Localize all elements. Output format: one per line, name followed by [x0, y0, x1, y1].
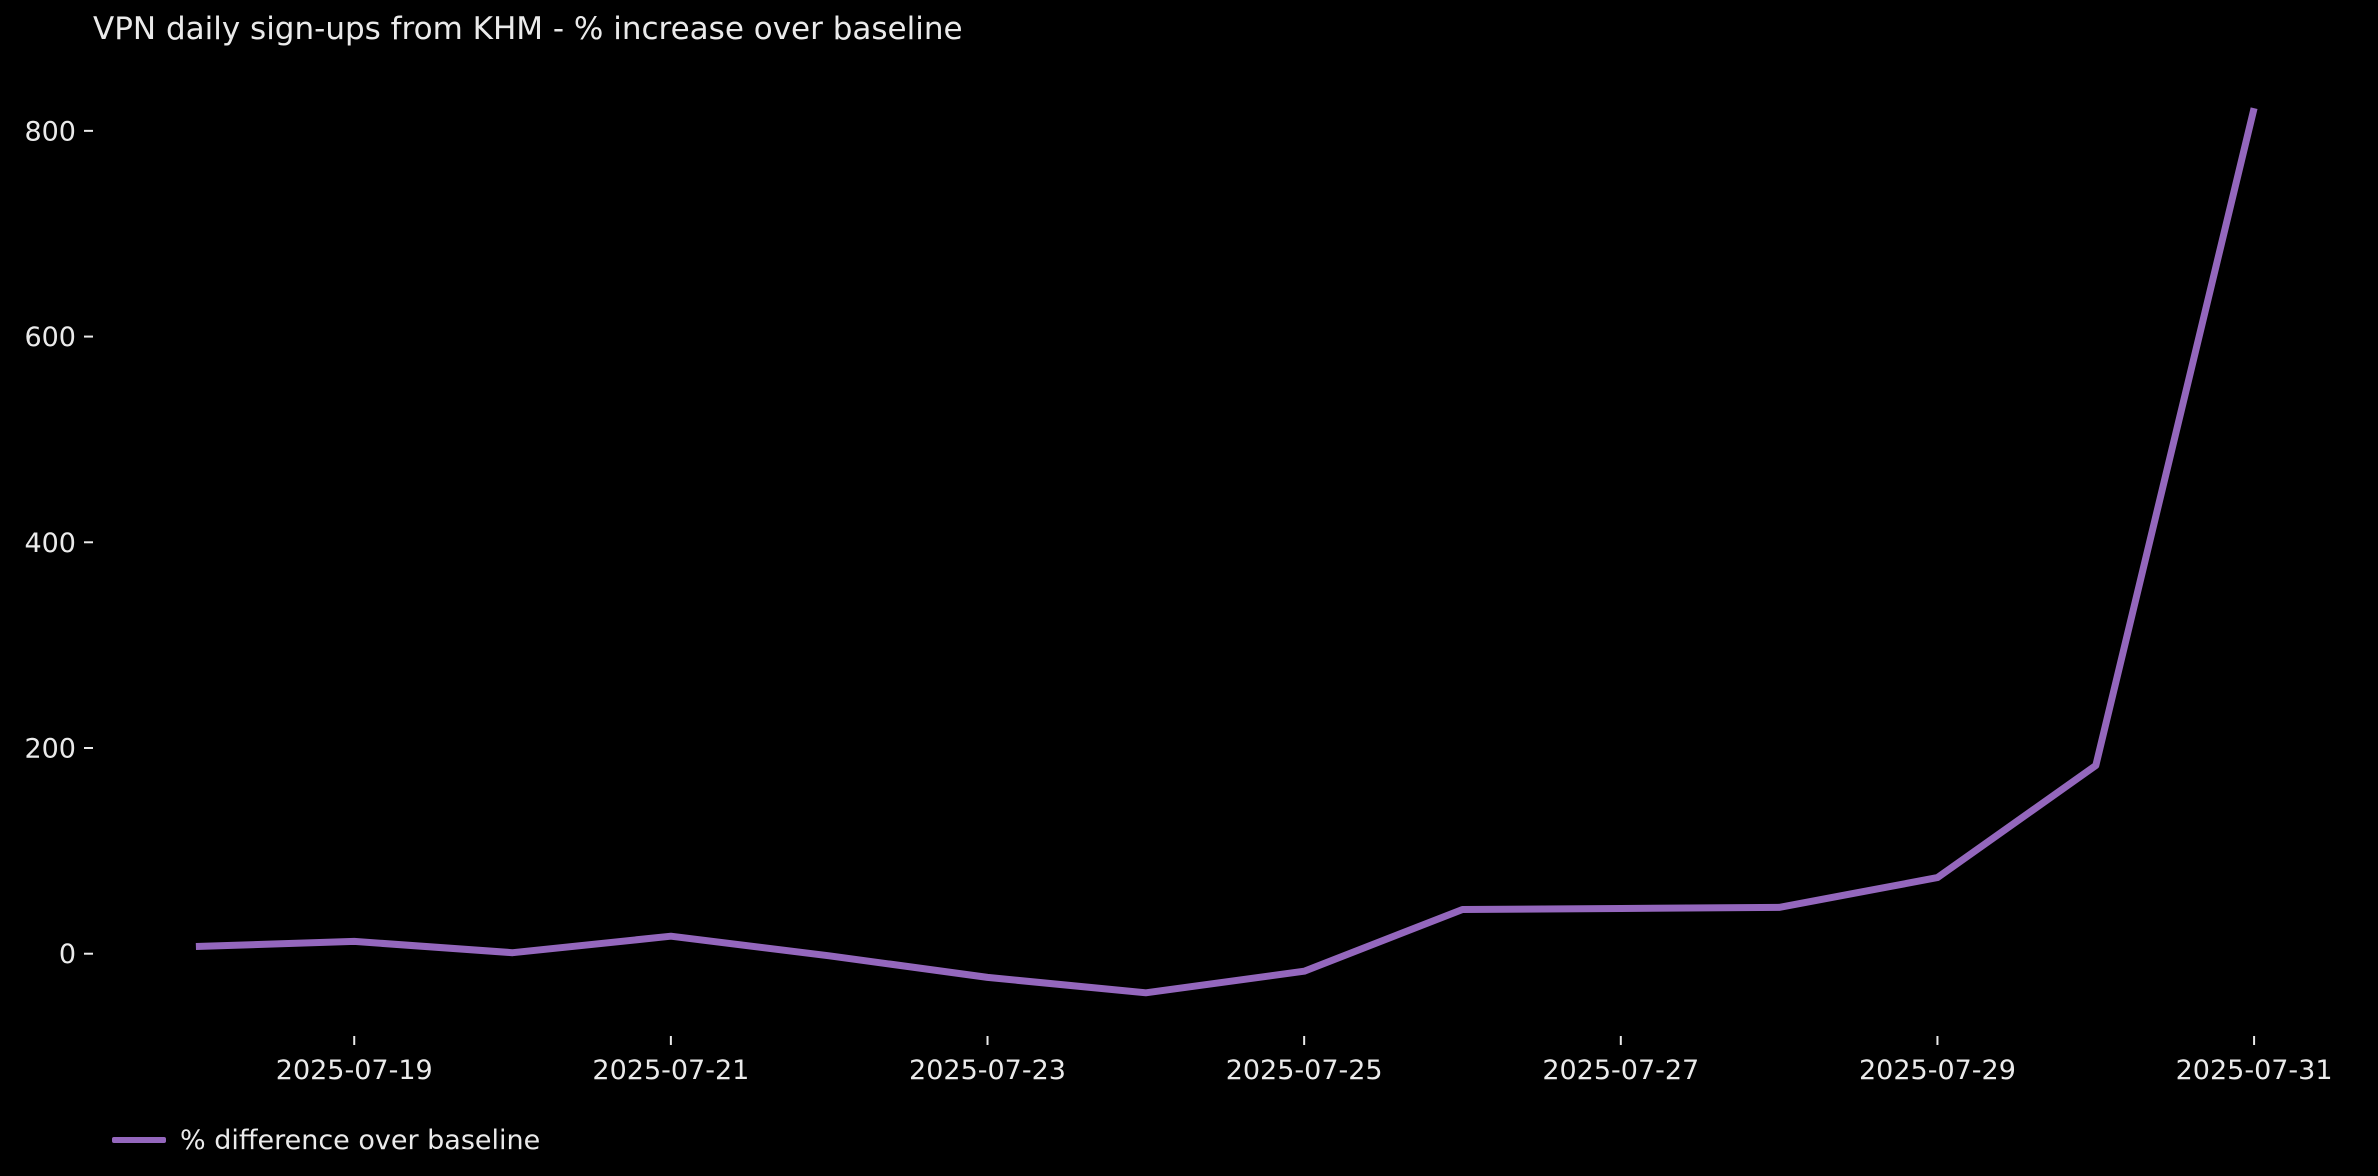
x-tick-label: 2025-07-31	[2176, 1055, 2333, 1086]
legend-label: % difference over baseline	[180, 1124, 541, 1156]
y-tick-label: 800	[24, 116, 76, 147]
y-tick-label: 400	[24, 528, 76, 559]
legend: % difference over baseline	[112, 1122, 540, 1158]
x-tick-label: 2025-07-19	[276, 1055, 433, 1086]
x-tick-label: 2025-07-29	[1859, 1055, 2016, 1086]
y-tick-label: 0	[59, 939, 76, 970]
x-tick-label: 2025-07-25	[1226, 1055, 1383, 1086]
y-tick-label: 600	[24, 322, 76, 353]
x-tick-label: 2025-07-27	[1542, 1055, 1699, 1086]
series-line	[195, 107, 2258, 997]
x-tick-label: 2025-07-21	[592, 1055, 749, 1086]
legend-line-swatch	[112, 1137, 166, 1143]
x-tick-label: 2025-07-23	[909, 1055, 1066, 1086]
chart-title: VPN daily sign-ups from KHM - % increase…	[93, 11, 963, 47]
y-tick-label: 200	[24, 734, 76, 765]
